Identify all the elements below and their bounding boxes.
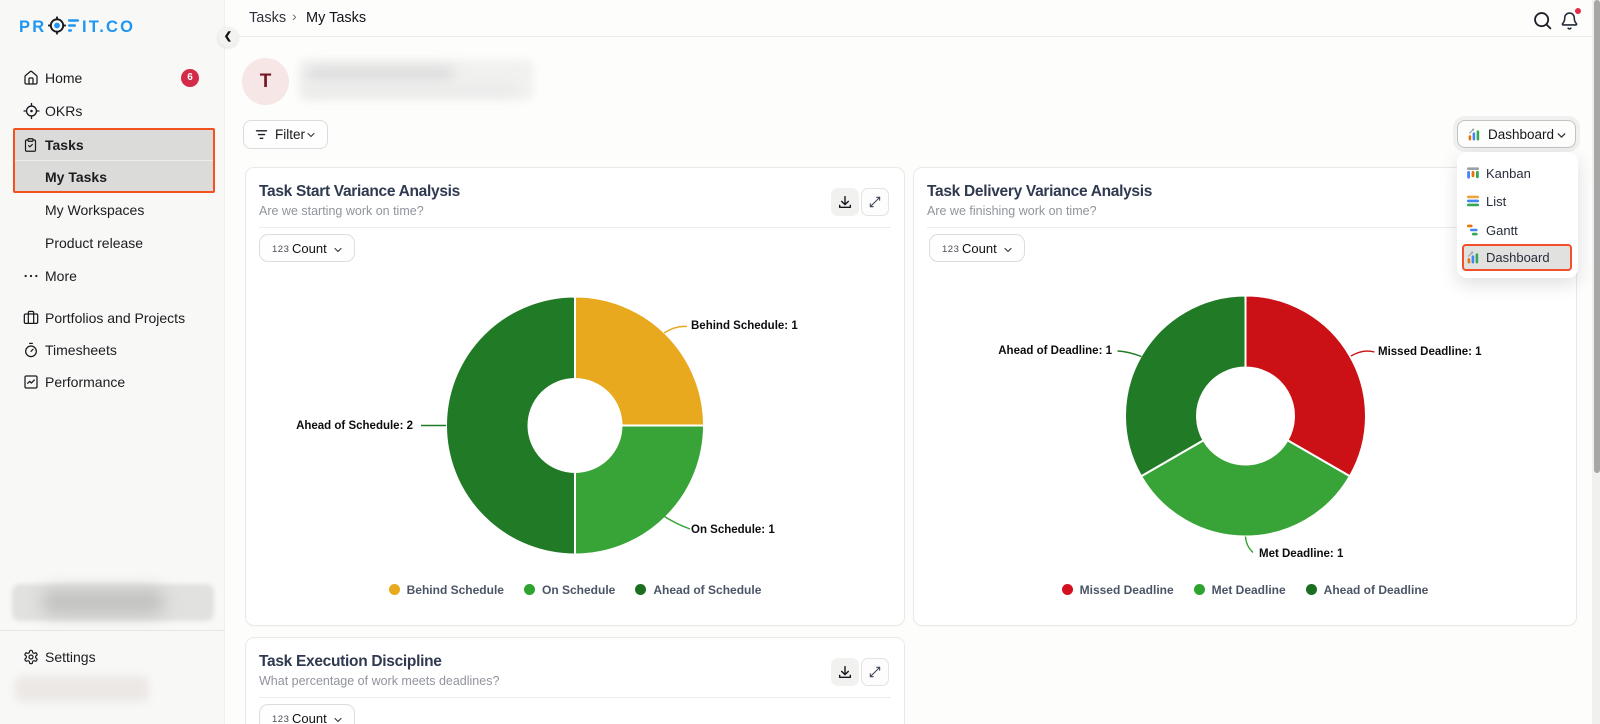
svg-text:IT.CO: IT.CO — [82, 18, 135, 36]
svg-text:PR: PR — [19, 18, 46, 36]
